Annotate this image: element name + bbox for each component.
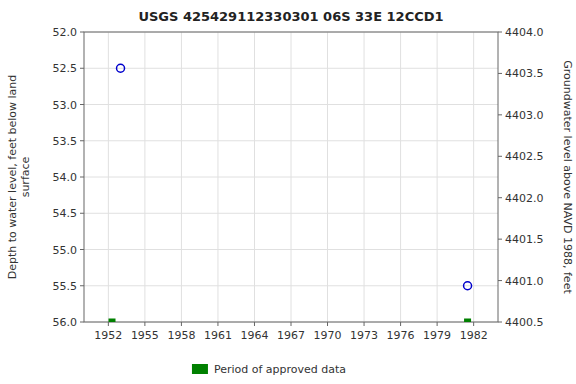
square-point [464, 319, 471, 323]
y2-tick [498, 73, 502, 74]
y-tick [80, 249, 84, 250]
y-axis-label-line: surface [19, 156, 32, 197]
y-tick-label: 53.0 [53, 99, 78, 112]
grid-line-y [84, 68, 498, 69]
y-tick [80, 32, 84, 33]
x-tick [400, 322, 401, 326]
x-tick-label: 1973 [350, 329, 378, 342]
y-tick [80, 140, 84, 141]
data [109, 64, 472, 322]
title: USGS 425429112330301 06S 33E 12CCD1 [138, 9, 443, 24]
y2-tick-label: 4401.5 [505, 233, 544, 246]
y-tick-label: 52.5 [53, 62, 78, 75]
x-tick-label: 1979 [423, 329, 451, 342]
circle-point [464, 282, 472, 290]
y-tick [80, 104, 84, 105]
y2-tick [498, 197, 502, 198]
x-tick [254, 322, 255, 326]
y-tick-label: 56.0 [53, 316, 78, 329]
x-tick [108, 322, 109, 326]
x-tick [473, 322, 474, 326]
y2-tick-label: 4402.0 [505, 192, 544, 205]
grid-line-y [84, 104, 498, 105]
y-tick-label: 53.5 [53, 135, 78, 148]
square-point [109, 319, 116, 323]
x-tick-label: 1958 [167, 329, 195, 342]
y2-tick-label: 4402.5 [505, 150, 544, 163]
series [117, 64, 472, 290]
legend-swatch [192, 364, 208, 374]
x-tick-label: 1955 [131, 329, 159, 342]
grid [84, 32, 498, 322]
y-tick-label: 52.0 [53, 26, 78, 39]
series [109, 319, 472, 323]
y-tick [80, 322, 84, 323]
y-tick-label: 54.5 [53, 207, 78, 220]
y-axis-label: Depth to water level, feet below landsur… [6, 75, 32, 280]
x-tick-label: 1982 [460, 329, 488, 342]
circle-point [117, 64, 125, 72]
y-tick [80, 68, 84, 69]
x-tick-label: 1961 [204, 329, 232, 342]
y2-tick [498, 32, 502, 33]
x-tick-label: 1967 [277, 329, 305, 342]
x-tick [217, 322, 218, 326]
grid-line-y [84, 249, 498, 250]
y2-axis-label: Groundwater level above NAVD 1988, feet [561, 60, 574, 294]
legend: Period of approved data [192, 363, 346, 376]
y-tick-label: 55.0 [53, 244, 78, 257]
y2-tick-label: 4400.5 [505, 316, 544, 329]
y2-tick-label: 4403.0 [505, 109, 544, 122]
y2-tick-label: 4403.5 [505, 67, 544, 80]
chart: 1952 1955 1958 1961 1964 1967 1970 1973 1976 1979… [0, 0, 576, 384]
x-tick-label: 1964 [240, 329, 268, 342]
grid-line-y [84, 285, 498, 286]
x-tick [364, 322, 365, 326]
grid-line-y [84, 213, 498, 214]
grid-line-y [84, 140, 498, 141]
grid-line-y [84, 177, 498, 178]
y2-tick-label: 4401.0 [505, 275, 544, 288]
y-axis-label-line: Depth to water level, feet below land [6, 75, 19, 280]
y-tick [80, 177, 84, 178]
plot-frame [84, 32, 498, 322]
y2-tick [498, 156, 502, 157]
y2-tick [498, 114, 502, 115]
x-tick [327, 322, 328, 326]
x-tick [291, 322, 292, 326]
y2-tick [498, 322, 502, 323]
legend-label: Period of approved data [214, 363, 346, 376]
x-tick-label: 1952 [94, 329, 122, 342]
y2-tick [498, 280, 502, 281]
x-tick [144, 322, 145, 326]
x-tick-label: 1970 [314, 329, 342, 342]
y2-tick [498, 239, 502, 240]
x-tick-label: 1976 [387, 329, 415, 342]
y-tick [80, 285, 84, 286]
x-tick [437, 322, 438, 326]
axes: 1952 1955 1958 1961 1964 1967 1970 1973 1976 1979… [53, 26, 544, 342]
x-tick [181, 322, 182, 326]
y-tick-label: 54.0 [53, 171, 78, 184]
y-tick-label: 55.5 [53, 280, 78, 293]
y2-tick-label: 4404.0 [505, 26, 544, 39]
y-tick [80, 213, 84, 214]
